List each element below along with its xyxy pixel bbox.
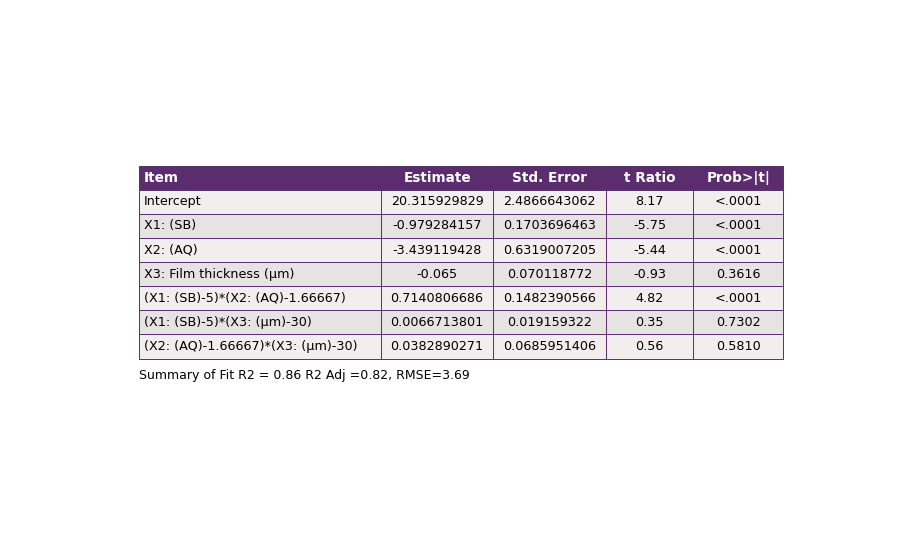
Bar (693, 286, 784, 310)
Bar (493, 190, 607, 214)
Text: X2: (AQ): X2: (AQ) (144, 244, 197, 256)
Text: X1: (SB): X1: (SB) (144, 219, 196, 232)
Text: <.0001: <.0001 (715, 195, 762, 208)
Bar (693, 262, 784, 286)
Text: (X1: (SB)-5)*(X3: (μm)-30): (X1: (SB)-5)*(X3: (μm)-30) (144, 316, 311, 329)
Bar (693, 190, 784, 214)
Bar (381, 286, 493, 310)
Text: 20.315929829: 20.315929829 (391, 195, 483, 208)
Bar (381, 334, 493, 359)
Text: 0.019159322: 0.019159322 (508, 316, 592, 329)
Text: <.0001: <.0001 (715, 244, 762, 256)
Text: 0.0382890271: 0.0382890271 (391, 340, 483, 353)
Bar (607, 166, 693, 190)
Text: -5.44: -5.44 (634, 244, 666, 256)
Text: 0.3616: 0.3616 (716, 268, 760, 280)
Bar (381, 166, 493, 190)
Bar (139, 334, 381, 359)
Text: 0.7302: 0.7302 (716, 316, 760, 329)
Bar (607, 262, 693, 286)
Text: (X2: (AQ)-1.66667)*(X3: (μm)-30): (X2: (AQ)-1.66667)*(X3: (μm)-30) (144, 340, 357, 353)
Text: 2.4866643062: 2.4866643062 (504, 195, 596, 208)
Bar (693, 334, 784, 359)
Text: -0.065: -0.065 (417, 268, 457, 280)
Bar (139, 286, 381, 310)
Text: Std. Error: Std. Error (512, 170, 588, 185)
Bar (693, 238, 784, 262)
Text: -0.93: -0.93 (634, 268, 666, 280)
Bar (381, 238, 493, 262)
Bar (493, 262, 607, 286)
Text: <.0001: <.0001 (715, 292, 762, 305)
Bar (693, 310, 784, 334)
Bar (693, 166, 784, 190)
Text: 0.56: 0.56 (635, 340, 664, 353)
Bar (607, 286, 693, 310)
Text: Estimate: Estimate (403, 170, 471, 185)
Text: Item: Item (144, 170, 179, 185)
Text: Summary of Fit R2 = 0.86 R2 Adj =0.82, RMSE=3.69: Summary of Fit R2 = 0.86 R2 Adj =0.82, R… (139, 369, 470, 382)
Bar (607, 334, 693, 359)
Text: -5.75: -5.75 (634, 219, 666, 232)
Bar (493, 334, 607, 359)
Bar (139, 310, 381, 334)
Bar (139, 238, 381, 262)
Text: Prob>|t|: Prob>|t| (706, 170, 770, 185)
Text: 8.17: 8.17 (635, 195, 664, 208)
Bar (139, 214, 381, 238)
Text: Intercept: Intercept (144, 195, 202, 208)
Bar (493, 238, 607, 262)
Text: -3.439119428: -3.439119428 (392, 244, 482, 256)
Text: 4.82: 4.82 (635, 292, 664, 305)
Text: 0.1703696463: 0.1703696463 (503, 219, 597, 232)
Text: 0.1482390566: 0.1482390566 (503, 292, 597, 305)
Bar (381, 214, 493, 238)
Text: 0.6319007205: 0.6319007205 (503, 244, 597, 256)
Text: t Ratio: t Ratio (624, 170, 676, 185)
Text: 0.0685951406: 0.0685951406 (503, 340, 597, 353)
Bar (607, 214, 693, 238)
Text: 0.35: 0.35 (635, 316, 664, 329)
Bar (381, 310, 493, 334)
Bar (493, 166, 607, 190)
Bar (607, 310, 693, 334)
Bar (607, 238, 693, 262)
Text: X3: Film thickness (μm): X3: Film thickness (μm) (144, 268, 294, 280)
Bar (693, 214, 784, 238)
Text: (X1: (SB)-5)*(X2: (AQ)-1.66667): (X1: (SB)-5)*(X2: (AQ)-1.66667) (144, 292, 346, 305)
Bar (493, 310, 607, 334)
Text: 0.5810: 0.5810 (716, 340, 760, 353)
Text: 0.0066713801: 0.0066713801 (391, 316, 483, 329)
Text: <.0001: <.0001 (715, 219, 762, 232)
Bar (607, 190, 693, 214)
Bar (139, 166, 381, 190)
Bar (493, 286, 607, 310)
Text: 0.7140806686: 0.7140806686 (391, 292, 483, 305)
Text: -0.979284157: -0.979284157 (392, 219, 482, 232)
Bar (139, 262, 381, 286)
Bar (139, 190, 381, 214)
Bar (381, 190, 493, 214)
Bar (381, 262, 493, 286)
Bar (493, 214, 607, 238)
Text: 0.070118772: 0.070118772 (508, 268, 592, 280)
